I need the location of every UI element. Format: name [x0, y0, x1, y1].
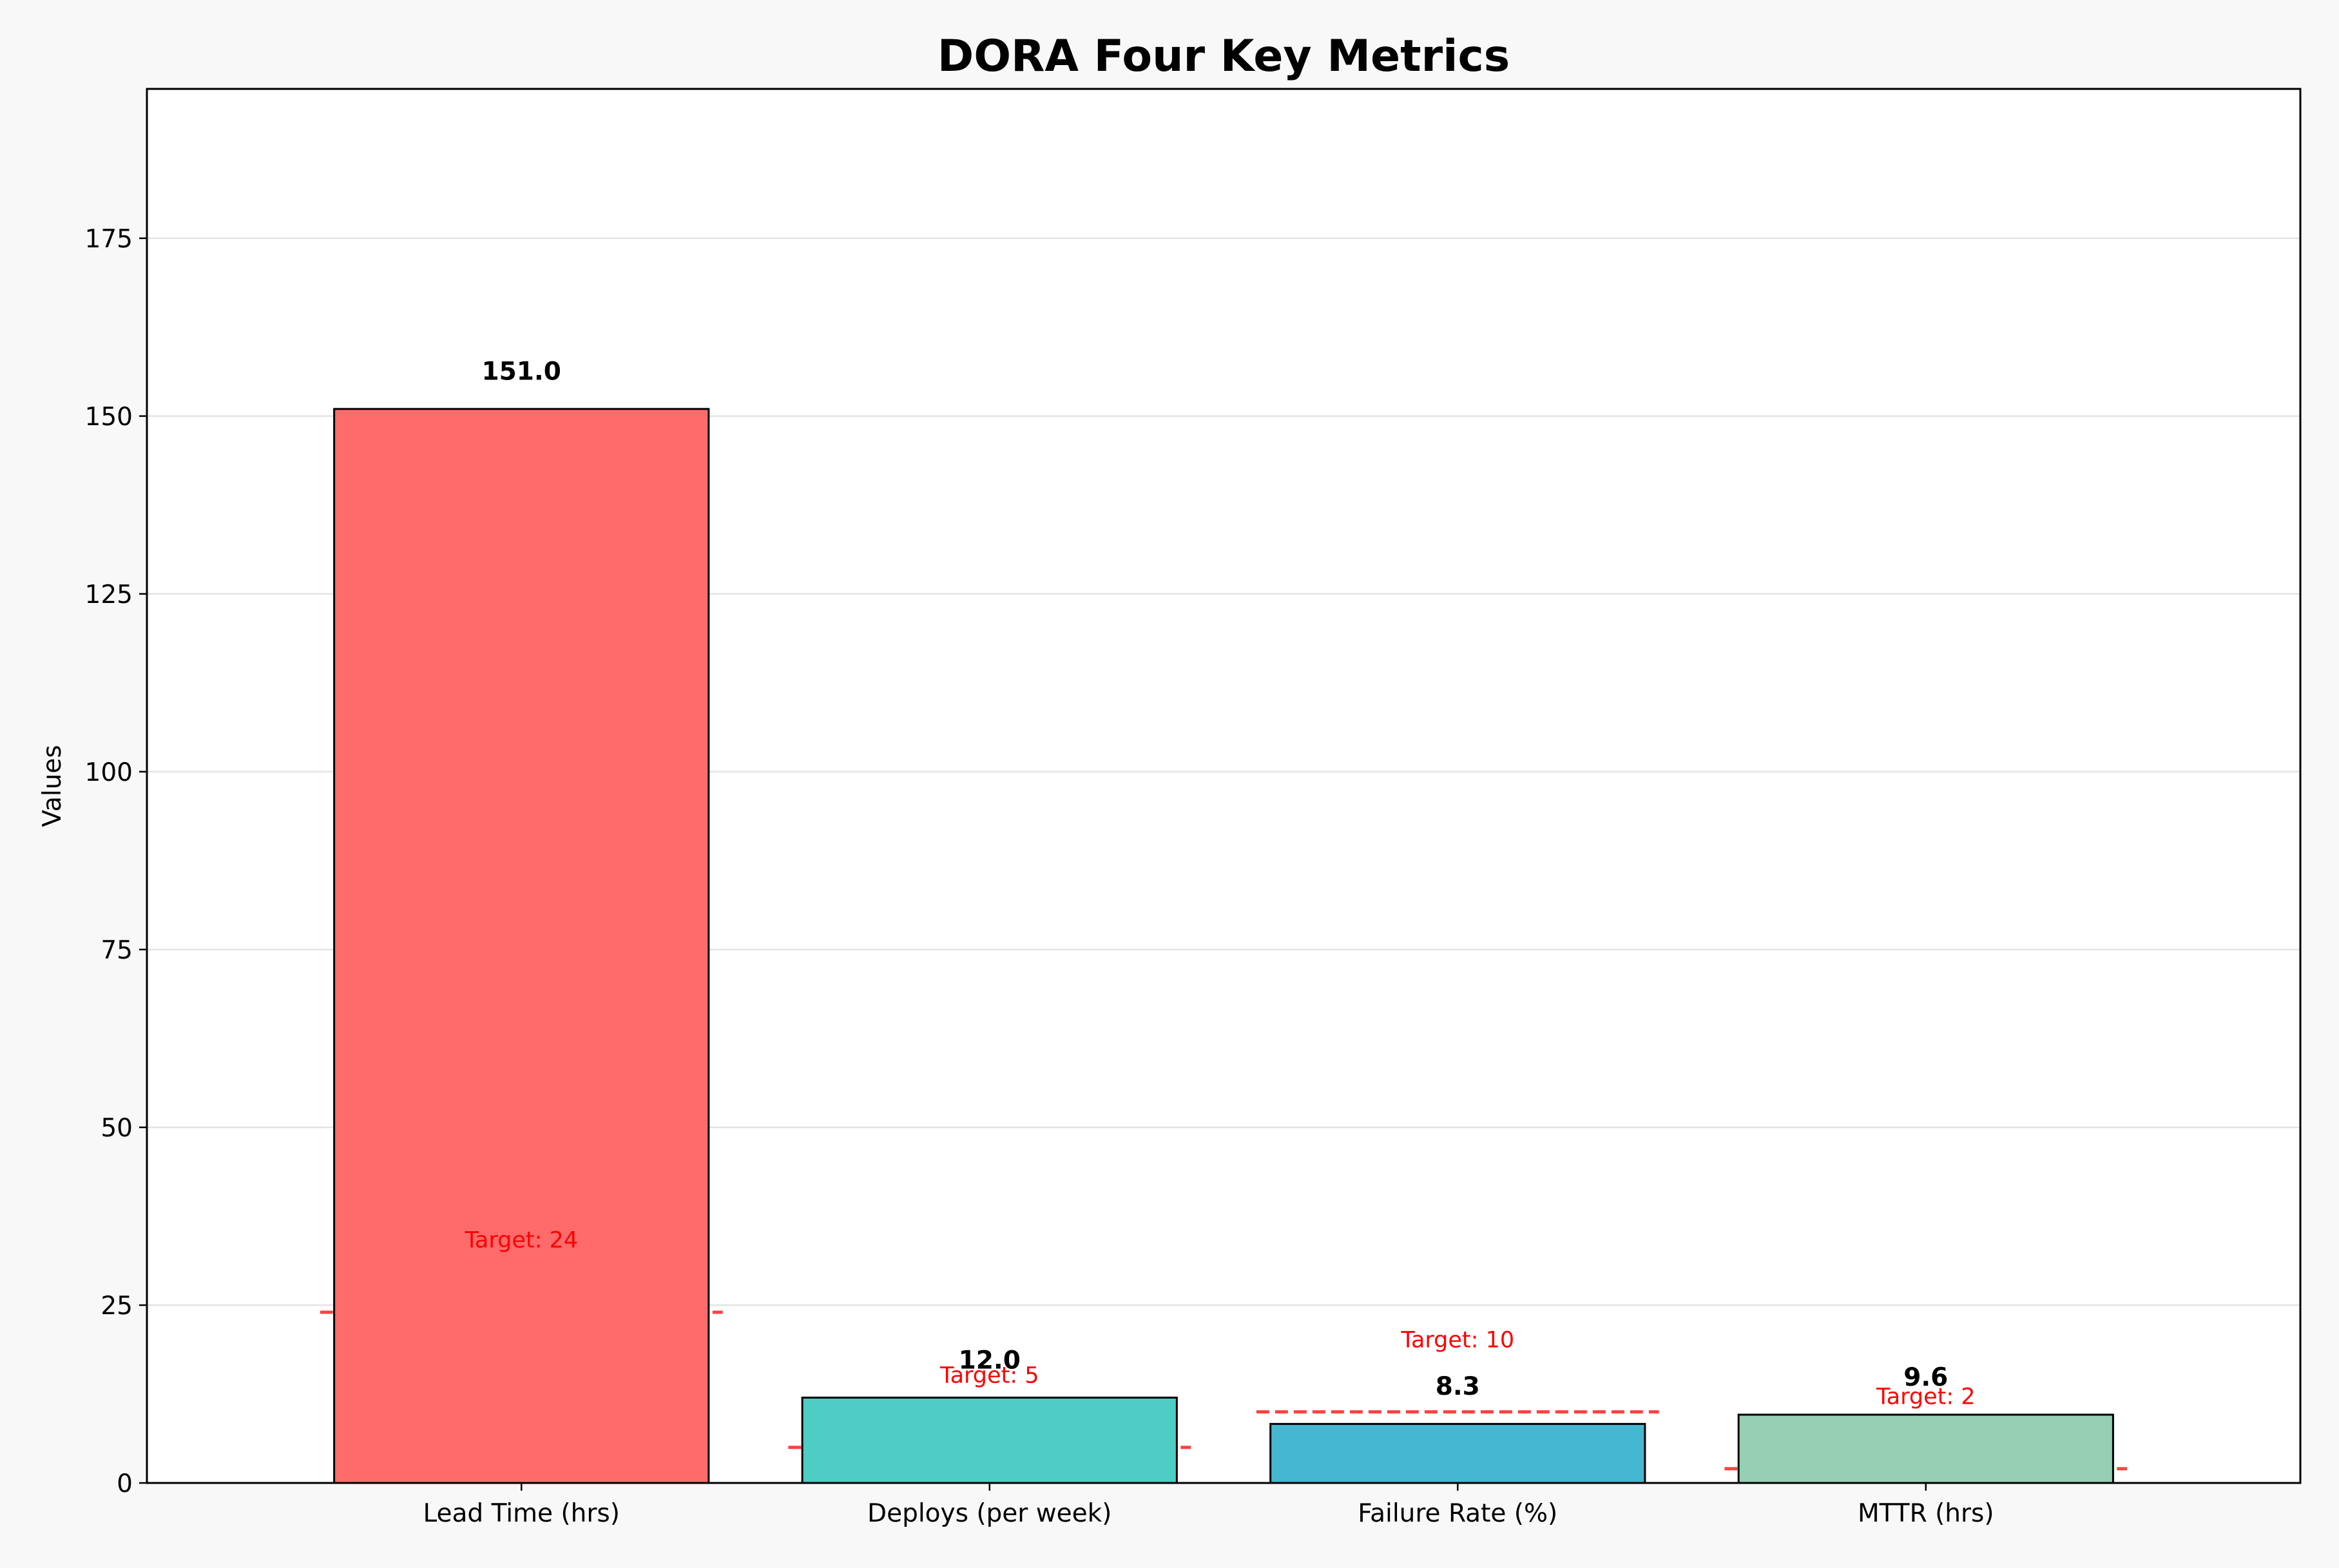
target-label: Target: 10	[1400, 1327, 1514, 1353]
y-tick-label: 50	[101, 1114, 133, 1143]
x-tick-label: Failure Rate (%)	[1358, 1499, 1557, 1528]
plot-frame	[146, 88, 2302, 1484]
y-tick-label: 100	[85, 758, 133, 787]
target-label: Target: 2	[1876, 1384, 1975, 1410]
value-label: 9.6	[1903, 1363, 1948, 1392]
bar	[333, 408, 710, 1484]
y-axis-label: Values	[38, 745, 67, 827]
bar	[1269, 1422, 1646, 1484]
value-label: 151.0	[482, 358, 561, 387]
y-tick-label: 125	[85, 580, 133, 609]
y-tick-label: 0	[117, 1469, 133, 1498]
x-tick-label: Deploys (per week)	[867, 1499, 1112, 1528]
target-label: Target: 5	[939, 1362, 1039, 1388]
y-tick-label: 75	[101, 936, 133, 965]
target-label: Target: 24	[464, 1228, 578, 1254]
value-label: 12.0	[959, 1346, 1021, 1375]
chart-title: DORA Four Key Metrics	[938, 31, 1510, 82]
x-tick-label: MTTR (hrs)	[1858, 1499, 1994, 1528]
bar	[801, 1397, 1178, 1484]
y-axis: 0 25 50 75 100 125 150 175	[85, 225, 147, 1498]
y-tick-label: 150	[85, 403, 133, 432]
y-tick-label: 25	[101, 1292, 133, 1321]
value-label: 8.3	[1436, 1372, 1480, 1401]
x-tick-label: Lead Time (hrs)	[423, 1499, 619, 1528]
bar	[1737, 1413, 2114, 1484]
x-axis: Lead Time (hrs) Deploys (per week) Failure…	[423, 1483, 1994, 1528]
y-tick-label: 175	[85, 225, 133, 254]
